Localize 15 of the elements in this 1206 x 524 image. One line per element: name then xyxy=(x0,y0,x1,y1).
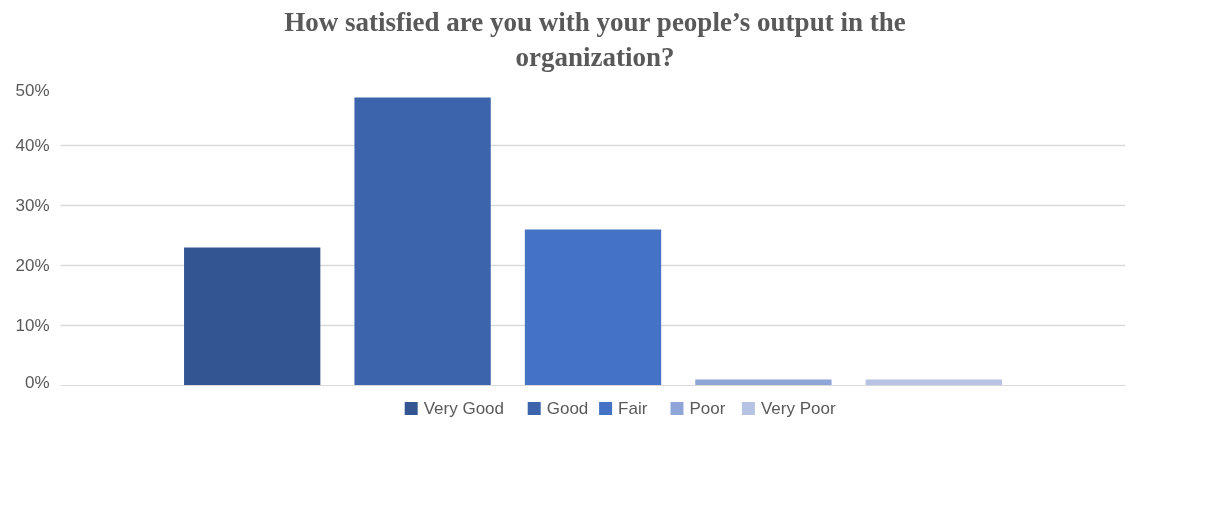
y-tick-label: 50% xyxy=(15,80,50,100)
y-tick-label: 40% xyxy=(15,136,50,156)
bar xyxy=(184,247,321,386)
legend-label: Fair xyxy=(618,399,648,419)
bar xyxy=(524,229,662,386)
legend-label: Very Poor xyxy=(760,399,836,419)
legend-label: Good xyxy=(546,399,589,419)
y-tick-label: 10% xyxy=(15,316,50,336)
y-tick-label: 0% xyxy=(24,372,50,392)
legend-label: Poor xyxy=(689,399,726,419)
y-tick-label: 20% xyxy=(15,256,50,276)
bar xyxy=(354,97,491,386)
legend-label: Very Good xyxy=(423,399,505,419)
y-tick-label: 30% xyxy=(15,196,50,216)
chart-title: How satisfied are you with your people’s output in the organization? xyxy=(284,6,906,75)
